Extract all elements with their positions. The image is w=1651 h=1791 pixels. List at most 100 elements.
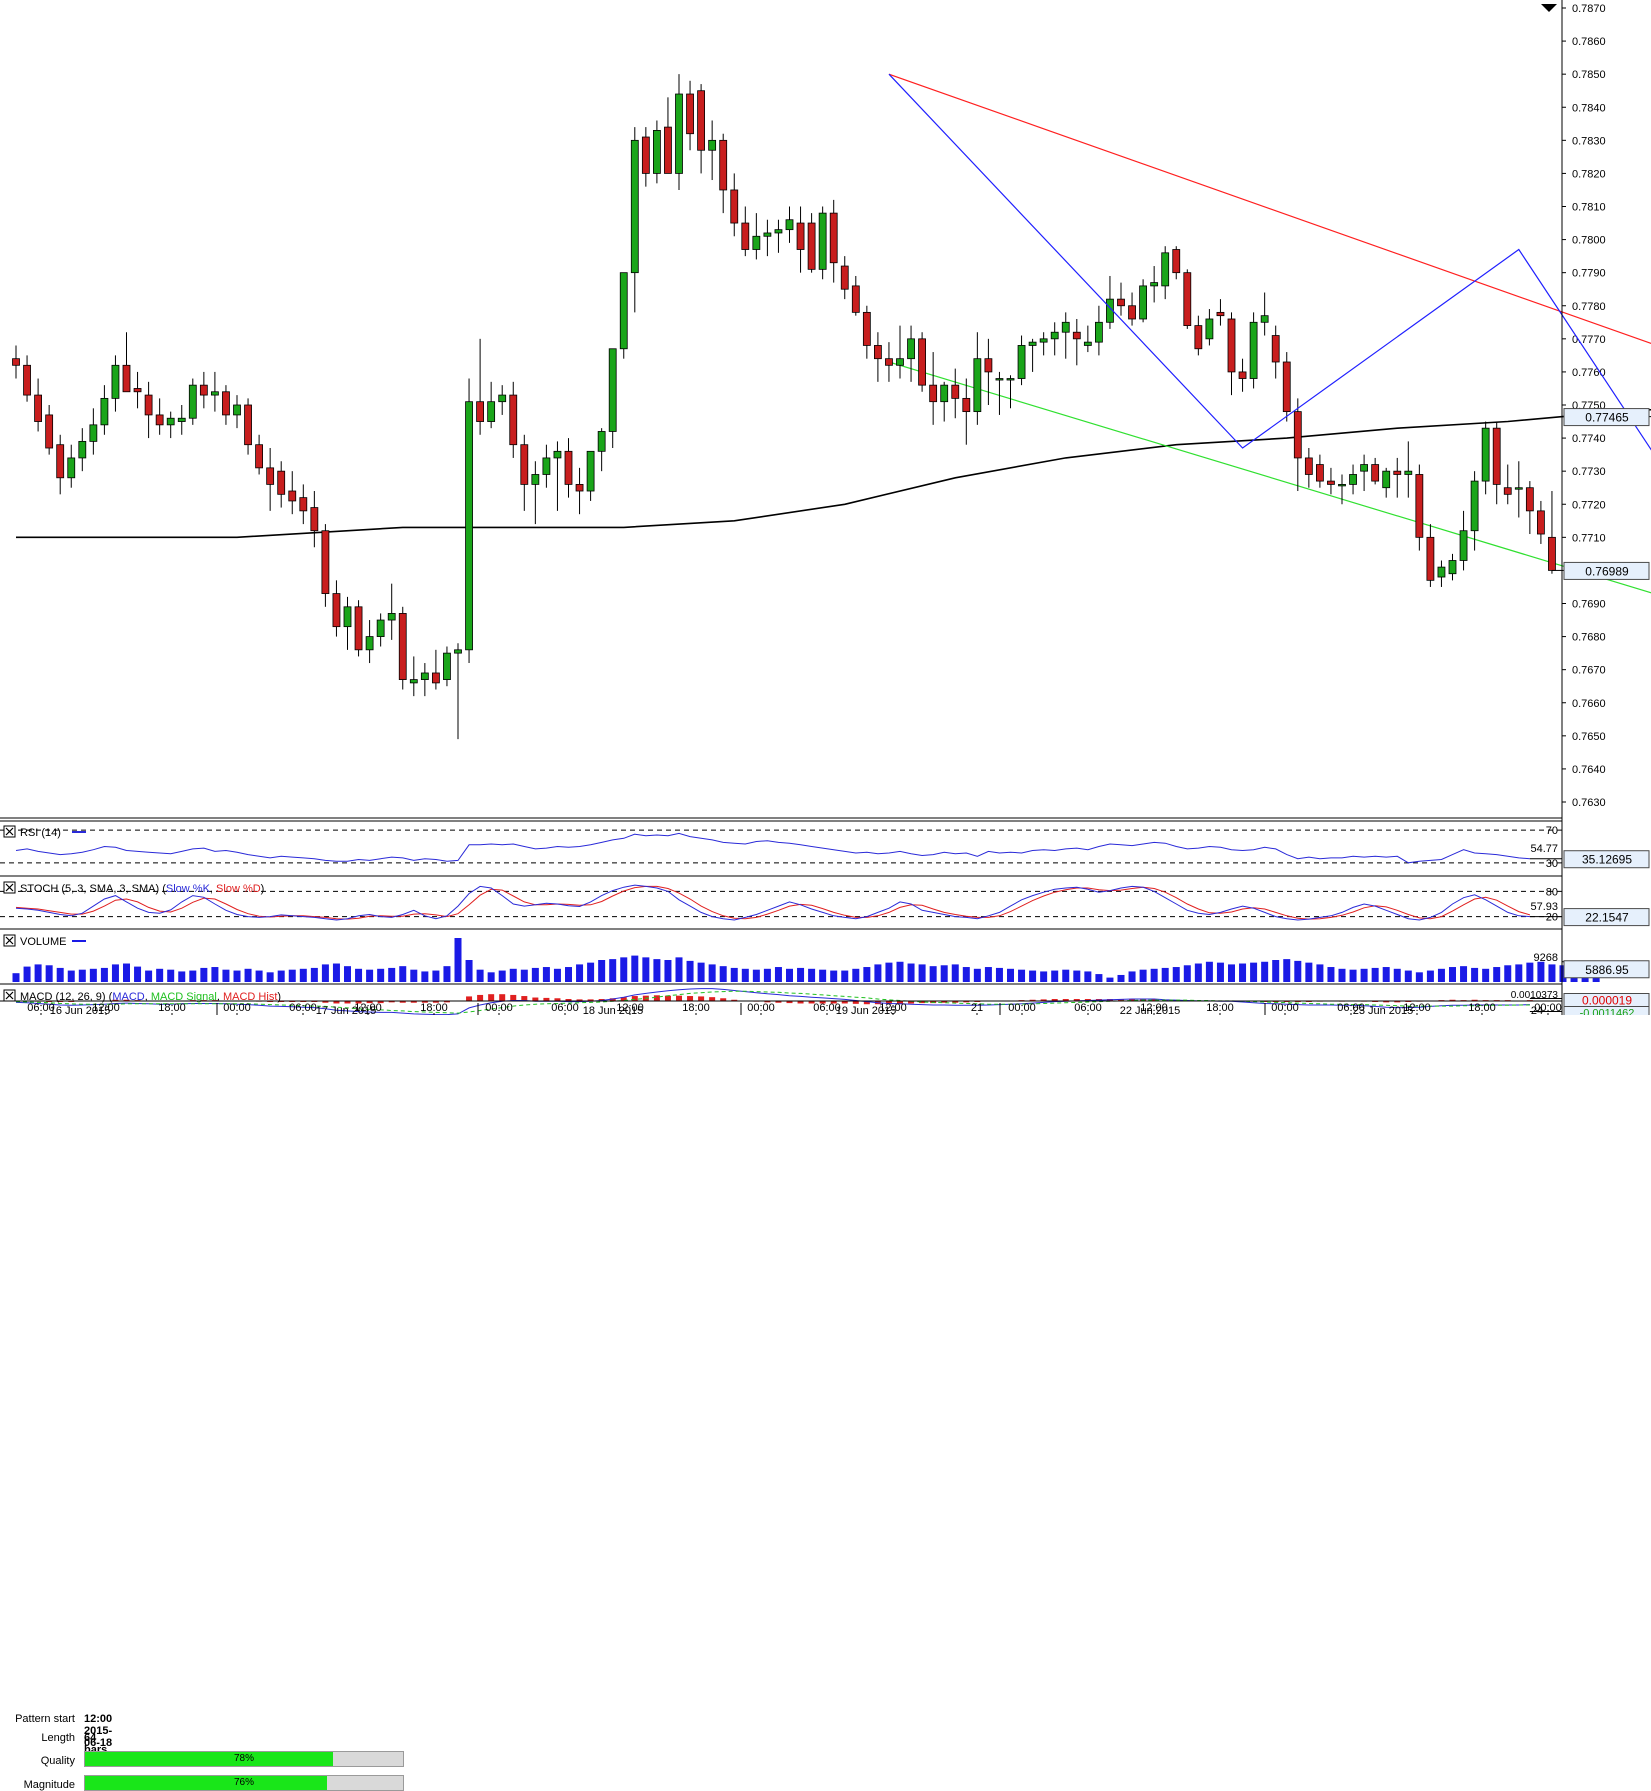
bull-candle-body	[112, 365, 119, 398]
macd-hist-bar	[466, 996, 472, 1000]
bear-candle-body	[1129, 306, 1136, 319]
bull-candle-body	[653, 130, 660, 173]
bull-candle-body	[996, 379, 1003, 381]
macd-hist-bar	[709, 997, 715, 1000]
volume-bar	[753, 970, 760, 982]
volume-bar	[1361, 969, 1368, 982]
volume-bar	[554, 969, 561, 982]
bear-candle-body	[46, 415, 53, 448]
bull-candle-body	[1151, 283, 1158, 286]
pattern-start-label: Pattern start	[0, 1713, 75, 1725]
volume-bar	[742, 969, 749, 982]
volume-bar	[477, 970, 484, 982]
bull-candle-body	[1405, 471, 1412, 474]
macd-hist-bar	[554, 998, 560, 1000]
quality-value: 78%	[85, 1752, 403, 1766]
price-tick-label: 0.7840	[1572, 102, 1606, 114]
bear-candle-body	[1416, 474, 1423, 537]
bear-candle-body	[322, 531, 329, 594]
price-tick-label: 0.7710	[1572, 532, 1606, 544]
volume-bar	[322, 964, 329, 982]
bull-candle-body	[631, 140, 638, 272]
volume-bar	[1151, 969, 1158, 982]
bear-candle-body	[24, 365, 31, 395]
volume-bar	[1228, 964, 1235, 982]
bull-candle-body	[676, 94, 683, 173]
macd-hist-bar	[1052, 999, 1058, 1000]
bear-candle-body	[311, 508, 318, 531]
bear-candle-body	[698, 91, 705, 151]
bull-candle-body	[211, 392, 218, 395]
volume-bar	[1283, 959, 1290, 982]
bull-candle-body	[1029, 342, 1036, 345]
volume-bar	[377, 969, 384, 982]
bear-candle-body	[1283, 362, 1290, 412]
volume-bar	[1106, 978, 1113, 982]
volume-bar	[1062, 970, 1069, 982]
price-tick-label: 0.7860	[1572, 36, 1606, 48]
volume-bar	[852, 969, 859, 982]
volume-bar	[543, 967, 550, 982]
volume-bar	[488, 972, 495, 982]
bear-candle-body	[576, 484, 583, 491]
volume-bar	[952, 964, 959, 982]
volume-bar	[57, 968, 64, 982]
volume-bar	[996, 968, 1003, 982]
volume-bar	[366, 970, 373, 982]
volume-bar	[897, 962, 904, 982]
magnitude-value: 76%	[85, 1776, 403, 1790]
volume-bar	[1372, 968, 1379, 982]
bull-candle-body	[410, 680, 417, 683]
volume-bar	[687, 961, 694, 982]
bear-candle-body	[1427, 537, 1434, 580]
price-tick-label: 0.7720	[1572, 499, 1606, 511]
bull-candle-body	[1084, 342, 1091, 345]
volume-bar	[1526, 963, 1533, 982]
time-tick-label: 00:00	[1008, 1002, 1036, 1014]
bull-candle-body	[1350, 474, 1357, 484]
volume-bar	[1029, 971, 1036, 982]
stoch-k-legend: Slow %K	[166, 883, 211, 895]
volume-bar	[919, 964, 926, 982]
volume-bar	[653, 959, 660, 982]
volume-bar	[1073, 971, 1080, 982]
last-price-tag: 0.76989	[1585, 564, 1629, 578]
bear-candle-body	[57, 445, 64, 478]
bull-candle-body	[366, 637, 373, 650]
bull-candle-body	[775, 230, 782, 233]
bear-candle-body	[720, 140, 727, 190]
date-label: 16 Jun 2015	[50, 1005, 111, 1015]
price-tick-label: 0.7770	[1572, 334, 1606, 346]
bull-candle-body	[1095, 322, 1102, 342]
bull-candle-body	[90, 425, 97, 442]
price-tick-label: 0.7660	[1572, 698, 1606, 710]
volume-bar	[664, 960, 671, 982]
volume-bar	[211, 967, 218, 982]
volume-bar	[1383, 967, 1390, 982]
volume-bar	[830, 971, 837, 982]
bear-candle-body	[1195, 326, 1202, 349]
bull-candle-body	[1339, 484, 1346, 486]
macd-hist-bar	[665, 996, 671, 1001]
candle	[919, 332, 926, 392]
bull-candle-body	[786, 220, 793, 230]
volume-bar	[1339, 969, 1346, 982]
bull-candle-body	[1471, 481, 1478, 531]
volume-bar	[963, 967, 970, 982]
bear-candle-body	[1184, 273, 1191, 326]
volume-bar	[1405, 971, 1412, 982]
bear-candle-body	[687, 94, 694, 134]
volume-bar	[885, 963, 892, 982]
price-tick-label: 0.7870	[1572, 3, 1606, 15]
bull-candle-body	[466, 402, 473, 650]
bear-candle-body	[1228, 319, 1235, 372]
volume-bar	[1438, 969, 1445, 982]
candle	[819, 207, 826, 280]
bear-candle-body	[1327, 481, 1334, 484]
volume-bar	[134, 967, 141, 982]
bear-candle-body	[1548, 537, 1555, 570]
volume-bar	[908, 964, 915, 982]
volume-bar	[13, 973, 20, 982]
chart-canvas: 0.78700.78600.78500.78400.78300.78200.78…	[0, 0, 1651, 1015]
bull-candle-body	[1250, 322, 1257, 378]
